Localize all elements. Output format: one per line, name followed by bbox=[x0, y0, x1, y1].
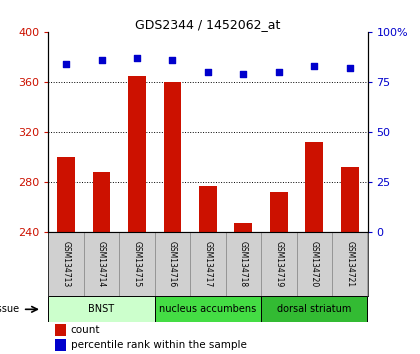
Title: GDS2344 / 1452062_at: GDS2344 / 1452062_at bbox=[135, 18, 281, 31]
Text: tissue: tissue bbox=[0, 304, 20, 314]
Text: count: count bbox=[71, 325, 100, 335]
Point bbox=[169, 57, 176, 63]
Text: GSM134718: GSM134718 bbox=[239, 241, 248, 287]
Bar bbox=[119, 232, 155, 296]
Text: GSM134713: GSM134713 bbox=[62, 241, 71, 287]
Bar bbox=[48, 296, 155, 322]
Bar bbox=[305, 142, 323, 354]
Bar bbox=[270, 192, 288, 354]
Bar bbox=[332, 232, 368, 296]
Text: GSM134720: GSM134720 bbox=[310, 241, 319, 287]
Text: BNST: BNST bbox=[89, 304, 115, 314]
Bar bbox=[190, 232, 226, 296]
Text: nucleus accumbens: nucleus accumbens bbox=[159, 304, 257, 314]
Bar bbox=[48, 232, 84, 296]
Text: GSM134721: GSM134721 bbox=[345, 241, 354, 287]
Bar bbox=[163, 82, 181, 354]
Point bbox=[276, 69, 282, 75]
Bar bbox=[155, 232, 190, 296]
Bar bbox=[234, 223, 252, 354]
Text: GSM134714: GSM134714 bbox=[97, 241, 106, 287]
Bar bbox=[261, 296, 368, 322]
Bar bbox=[128, 76, 146, 354]
Text: GSM134716: GSM134716 bbox=[168, 241, 177, 287]
Bar bbox=[55, 324, 66, 336]
Bar bbox=[261, 232, 297, 296]
Text: GSM134717: GSM134717 bbox=[203, 241, 213, 287]
Bar bbox=[226, 232, 261, 296]
Bar bbox=[199, 185, 217, 354]
Bar bbox=[57, 157, 75, 354]
Point bbox=[205, 69, 211, 75]
Text: percentile rank within the sample: percentile rank within the sample bbox=[71, 340, 247, 350]
Bar bbox=[93, 172, 110, 354]
Text: GSM134715: GSM134715 bbox=[132, 241, 142, 287]
Point bbox=[240, 71, 247, 77]
Text: GSM134719: GSM134719 bbox=[274, 241, 284, 287]
Bar bbox=[84, 232, 119, 296]
Point bbox=[346, 65, 353, 71]
Text: dorsal striatum: dorsal striatum bbox=[277, 304, 352, 314]
Point bbox=[311, 63, 318, 69]
Bar bbox=[55, 339, 66, 351]
Bar bbox=[297, 232, 332, 296]
Bar bbox=[155, 296, 261, 322]
Point bbox=[63, 61, 69, 67]
Point bbox=[98, 57, 105, 63]
Bar bbox=[341, 167, 359, 354]
Point bbox=[134, 55, 140, 61]
